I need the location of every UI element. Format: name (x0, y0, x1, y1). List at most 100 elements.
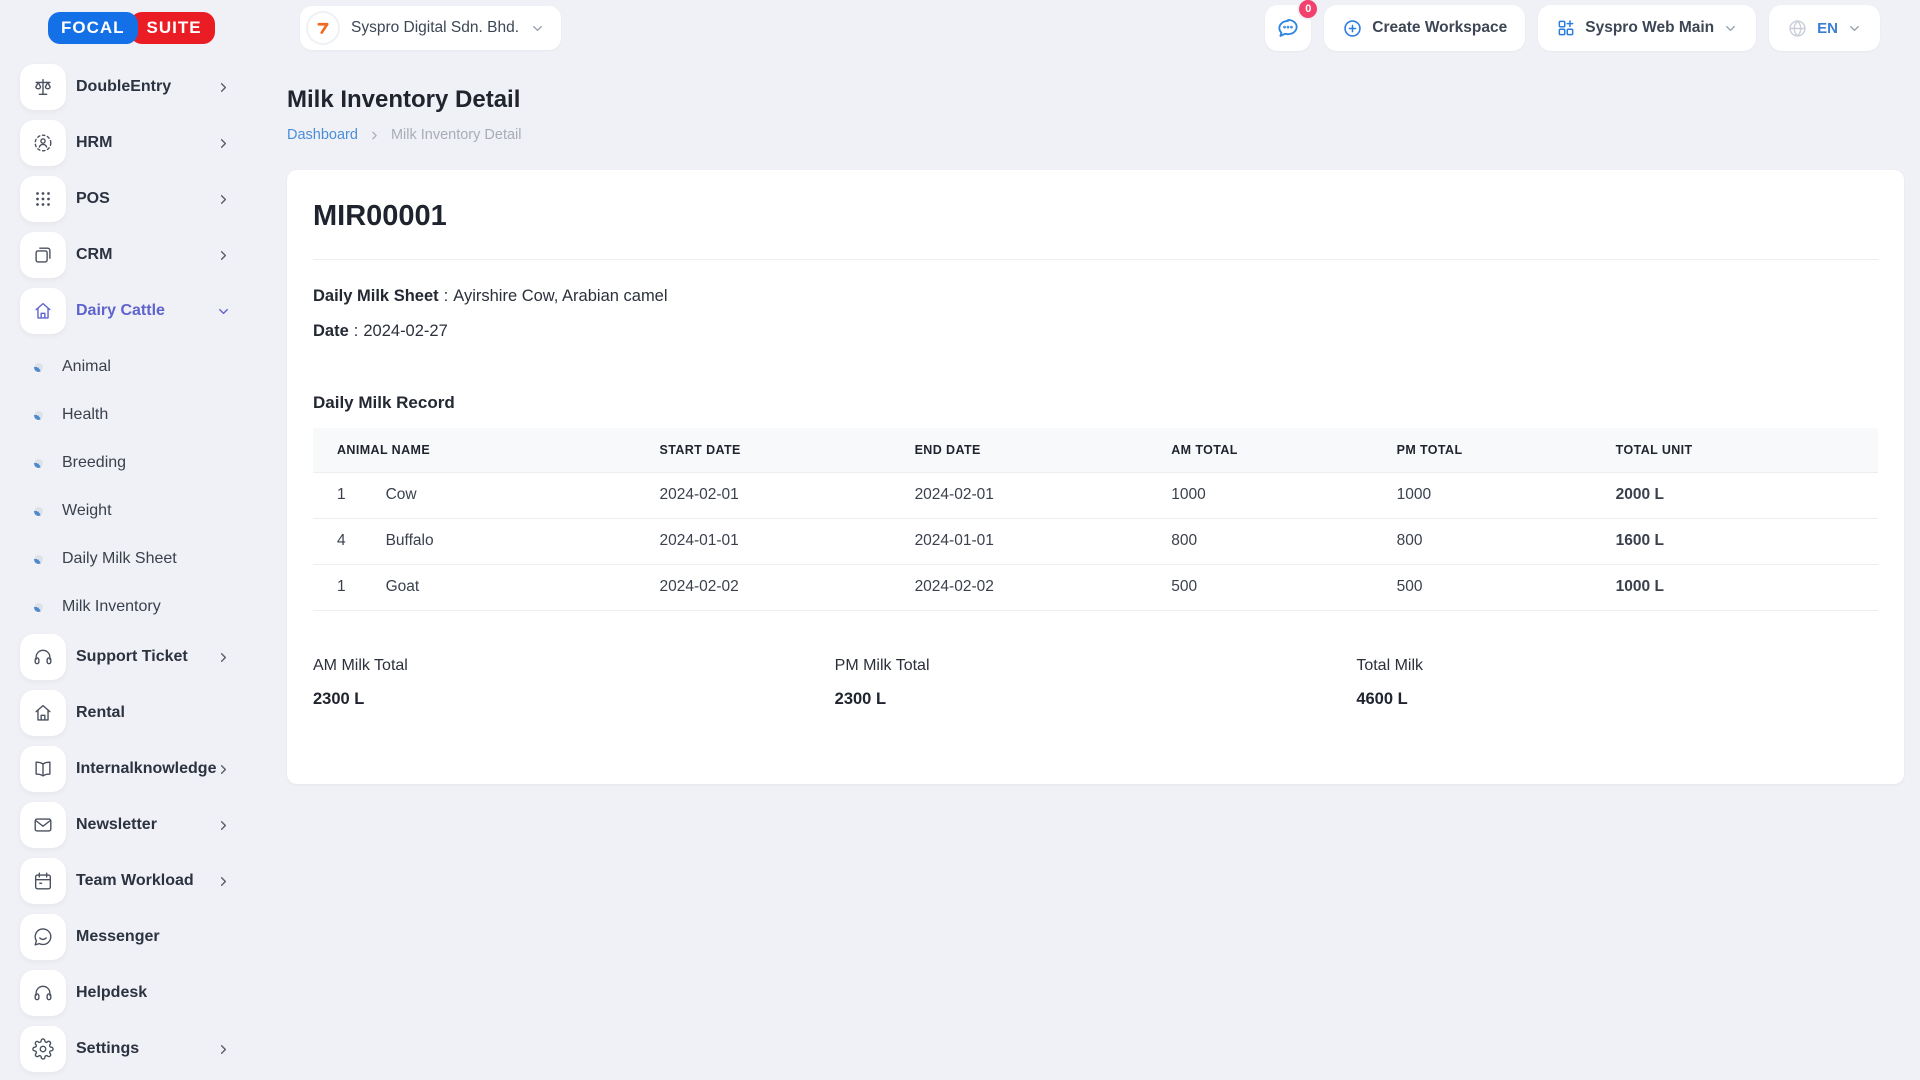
sidebar-item-doubleentry[interactable]: DoubleEntry (20, 64, 231, 110)
detail-card: MIR00001 Daily Milk Sheet : Ayirshire Co… (287, 170, 1904, 784)
sidebar-subitem-weight[interactable]: Weight (20, 488, 231, 534)
table-row: 4 Buffalo 2024-01-01 2024-01-01 800 800 … (313, 518, 1878, 564)
total-value: 4600 L (1356, 690, 1878, 709)
am-milk-total: AM Milk Total 2300 L (313, 657, 835, 709)
page-title: Milk Inventory Detail (287, 86, 1904, 114)
globe-icon (1787, 18, 1808, 39)
chevron-down-icon (1847, 21, 1862, 36)
table-row: 1 Goat 2024-02-02 2024-02-02 500 500 100… (313, 564, 1878, 610)
column-header-am-total: AM TOTAL (1161, 428, 1386, 472)
balance-scale-icon (20, 64, 66, 110)
pm-milk-total: PM Milk Total 2300 L (835, 657, 1357, 709)
field-separator: : (444, 287, 449, 306)
language-selector[interactable]: EN (1769, 5, 1880, 51)
chevron-down-icon (216, 304, 231, 319)
column-header-end-date: END DATE (905, 428, 1162, 472)
cell-qty: 1 (313, 564, 376, 610)
sidebar-item-messenger[interactable]: Messenger (20, 914, 231, 960)
sidebar-item-crm[interactable]: CRM (20, 232, 231, 278)
sidebar-item-internalknowledge[interactable]: Internalknowledge (20, 746, 231, 792)
cell-start-date: 2024-02-01 (649, 472, 904, 518)
bullet-icon (34, 363, 43, 372)
cell-total-unit: 2000 L (1606, 472, 1878, 518)
workspace-logo-icon (306, 11, 340, 45)
main-content: Milk Inventory Detail Dashboard Milk Inv… (255, 56, 1920, 1080)
chat-bubble-icon (20, 914, 66, 960)
chevron-right-icon (216, 762, 231, 777)
workspace-selector[interactable]: Syspro Digital Sdn. Bhd. (300, 6, 561, 50)
breadcrumb-dashboard-link[interactable]: Dashboard (287, 127, 358, 143)
apps-grid-icon (1556, 18, 1576, 38)
squares-icon (20, 232, 66, 278)
logo-primary: FOCAL (48, 12, 138, 44)
gear-icon (20, 1026, 66, 1072)
headset-icon (20, 970, 66, 1016)
cell-am-total: 1000 (1161, 472, 1386, 518)
cell-animal-name: Buffalo (376, 518, 650, 564)
sidebar-subitem-breeding[interactable]: Breeding (20, 440, 231, 486)
create-workspace-button[interactable]: Create Workspace (1324, 5, 1525, 51)
sidebar-item-hrm[interactable]: HRM (20, 120, 231, 166)
cell-pm-total: 1000 (1387, 472, 1606, 518)
bullet-icon (34, 603, 43, 612)
sidebar-item-label: POS (76, 190, 110, 208)
sidebar-item-label: CRM (76, 246, 112, 264)
sidebar-subitem-animal[interactable]: Animal (20, 344, 231, 390)
column-header-animal-name: ANIMAL NAME (313, 428, 649, 472)
total-label: Total Milk (1356, 657, 1878, 675)
top-bar-actions: 0 Create Workspace Syspro Web Main EN (1265, 5, 1880, 51)
sidebar-item-label: Messenger (76, 928, 160, 946)
sidebar-item-label: Dairy Cattle (76, 302, 165, 320)
cell-am-total: 800 (1161, 518, 1386, 564)
chevron-right-icon (216, 80, 231, 95)
bullet-icon (34, 459, 43, 468)
detail-fields: Daily Milk Sheet : Ayirshire Cow, Arabia… (313, 287, 1878, 341)
messages-button[interactable]: 0 (1265, 5, 1311, 51)
bullet-icon (34, 507, 43, 516)
field-label: Daily Milk Sheet (313, 287, 439, 306)
sidebar-subitem-daily-milk-sheet[interactable]: Daily Milk Sheet (20, 536, 231, 582)
sidebar-item-label: Newsletter (76, 816, 157, 834)
total-label: AM Milk Total (313, 657, 835, 675)
sidebar-subitem-label: Milk Inventory (62, 598, 161, 616)
create-workspace-label: Create Workspace (1372, 19, 1507, 37)
sidebar-item-label: Rental (76, 704, 125, 722)
sidebar-subitem-milk-inventory[interactable]: Milk Inventory (20, 584, 231, 630)
sidebar-item-rental[interactable]: Rental (20, 690, 231, 736)
sidebar-item-label: HRM (76, 134, 112, 152)
total-value: 2300 L (313, 690, 835, 709)
sidebar-item-team-workload[interactable]: Team Workload (20, 858, 231, 904)
sidebar-item-pos[interactable]: POS (20, 176, 231, 222)
total-value: 2300 L (835, 690, 1357, 709)
record-code: MIR00001 (313, 200, 1878, 233)
chevron-right-icon (216, 1042, 231, 1057)
sidebar: DoubleEntry HRM POS CRM Dairy Cattle A (0, 56, 255, 1080)
sidebar-item-support-ticket[interactable]: Support Ticket (20, 634, 231, 680)
sidebar-item-helpdesk[interactable]: Helpdesk (20, 970, 231, 1016)
sidebar-subitem-label: Daily Milk Sheet (62, 550, 177, 568)
logo-secondary: SUITE (130, 12, 215, 44)
cell-am-total: 500 (1161, 564, 1386, 610)
calendar-icon (20, 858, 66, 904)
sidebar-item-label: Team Workload (76, 872, 194, 890)
sidebar-item-newsletter[interactable]: Newsletter (20, 802, 231, 848)
table-title: Daily Milk Record (313, 393, 1878, 413)
column-header-total-unit: TOTAL UNIT (1606, 428, 1878, 472)
sidebar-item-dairy-cattle[interactable]: Dairy Cattle (20, 288, 231, 334)
home-icon (20, 690, 66, 736)
cell-animal-name: Cow (376, 472, 650, 518)
sidebar-item-settings[interactable]: Settings (20, 1026, 231, 1072)
breadcrumb-current: Milk Inventory Detail (391, 127, 522, 143)
workspace-name: Syspro Digital Sdn. Bhd. (351, 19, 519, 37)
app-logo[interactable]: FOCAL SUITE (0, 12, 255, 44)
sidebar-subitem-health[interactable]: Health (20, 392, 231, 438)
bullet-icon (34, 555, 43, 564)
dairy-cattle-submenu: Animal Health Breeding Weight Daily Milk… (20, 344, 231, 630)
app-selector[interactable]: Syspro Web Main (1538, 5, 1756, 51)
cell-qty: 1 (313, 472, 376, 518)
bullet-icon (34, 411, 43, 420)
field-daily-milk-sheet: Daily Milk Sheet : Ayirshire Cow, Arabia… (313, 287, 1878, 306)
chevron-down-icon (530, 21, 545, 36)
chevron-right-icon (216, 192, 231, 207)
cell-start-date: 2024-02-02 (649, 564, 904, 610)
